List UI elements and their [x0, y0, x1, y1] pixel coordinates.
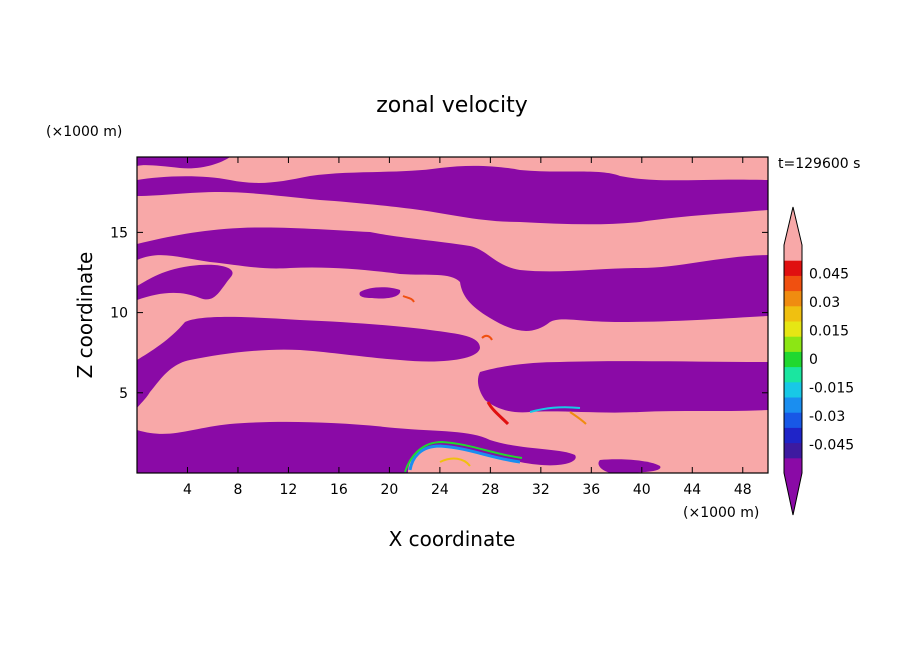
x-axis: 4 8 12 16 20 24 28 32 36 40 44 48	[183, 157, 752, 498]
colorbar-tick-label: 0.015	[809, 324, 849, 340]
colorbar-tick-label: 0	[809, 352, 818, 368]
shear-edge	[481, 334, 493, 341]
colorbar-segment	[784, 305, 802, 322]
y-unit-label: (×1000 m)	[46, 124, 122, 140]
velocity-field	[137, 157, 768, 473]
x-tick-label: 40	[633, 482, 651, 498]
negative-region	[137, 157, 230, 169]
colorbar-segment	[784, 351, 802, 368]
negative-region	[359, 287, 401, 299]
x-tick-label: 32	[532, 482, 550, 498]
colorbar-tick-label: 0.03	[809, 295, 840, 311]
time-label: t=129600 s	[778, 156, 860, 172]
shear-edge	[439, 457, 471, 467]
colorbar-segment	[784, 397, 802, 413]
colorbar-segment	[784, 260, 802, 276]
x-tick-label: 36	[582, 482, 600, 498]
x-tick-label: 16	[330, 482, 348, 498]
shear-edge	[404, 440, 523, 473]
x-tick-label: 44	[683, 482, 701, 498]
colorbar-segment	[784, 427, 802, 444]
shear-edge	[402, 295, 415, 303]
colorbar-tick-label: -0.03	[809, 409, 845, 425]
shear-edge	[529, 406, 581, 413]
colorbar-tick-label: -0.045	[809, 438, 854, 454]
colorbar-segment	[784, 275, 802, 292]
y-axis-label: Z coordinate	[73, 252, 97, 379]
colorbar-segment	[784, 336, 802, 352]
colorbar-extend-top	[784, 207, 802, 245]
colorbar-segment	[784, 381, 802, 398]
plot-frame	[136, 156, 769, 474]
negative-region	[477, 361, 768, 413]
x-tick-label: 24	[431, 482, 449, 498]
colorbar-segment	[784, 245, 802, 261]
negative-region	[137, 227, 768, 331]
negative-region	[137, 165, 768, 225]
x-unit-label: (×1000 m)	[683, 505, 759, 521]
colorbar-tick-label: -0.015	[809, 381, 854, 397]
colorbar-segment	[784, 321, 802, 337]
x-tick-label: 20	[380, 482, 398, 498]
colorbar: 0.045 0.03 0.015 0 -0.015 -0.03 -0.045	[783, 206, 854, 516]
colorbar-extend-bottom	[784, 473, 802, 515]
shear-edge	[569, 411, 587, 425]
x-axis-label: X coordinate	[389, 527, 516, 551]
colorbar-segment	[784, 457, 802, 474]
colorbar-tick-label: 0.045	[809, 267, 849, 283]
colorbar-segment	[784, 442, 802, 459]
negative-region	[137, 316, 480, 408]
x-tick-label: 28	[481, 482, 499, 498]
x-tick-label: 8	[233, 482, 242, 498]
y-tick-label: 15	[110, 225, 128, 241]
colorbar-segment	[784, 412, 802, 428]
y-axis: 5 10 15	[110, 225, 768, 402]
shear-edge	[408, 444, 521, 471]
colorbar-outline	[783, 206, 803, 516]
colorbar-segment	[784, 366, 802, 383]
x-tick-label: 4	[183, 482, 192, 498]
chart-title: zonal velocity	[376, 93, 528, 118]
colorbar-segment	[784, 290, 802, 307]
negative-region	[598, 459, 661, 473]
shear-edge	[486, 401, 510, 426]
y-tick-label: 5	[119, 386, 128, 402]
y-tick-label: 10	[110, 306, 128, 322]
x-tick-label: 48	[734, 482, 752, 498]
x-tick-label: 12	[280, 482, 298, 498]
negative-region	[137, 264, 233, 300]
negative-region	[137, 421, 576, 473]
